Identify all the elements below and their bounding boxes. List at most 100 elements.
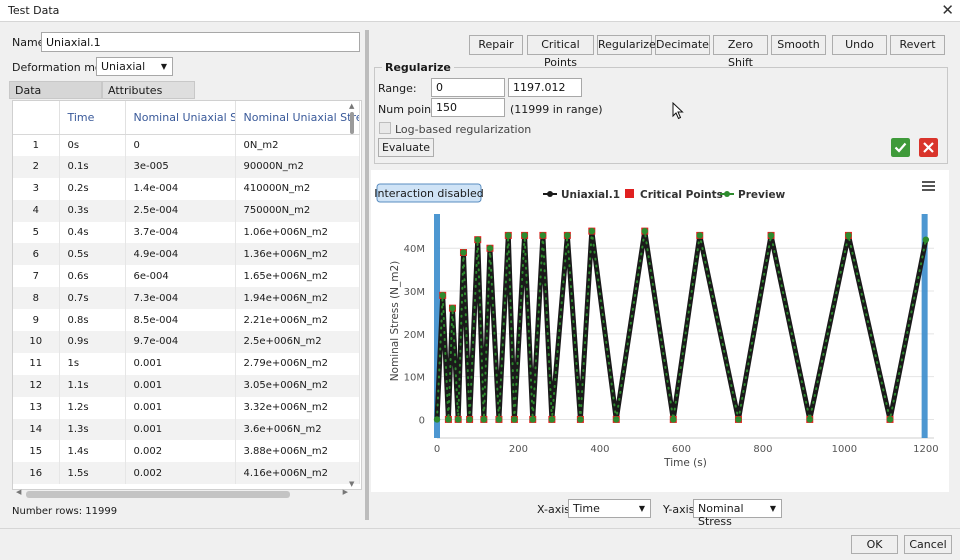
range-min-input[interactable]	[431, 78, 505, 97]
tab-attributes[interactable]: Attributes	[102, 81, 195, 99]
preview-point[interactable]	[696, 232, 703, 239]
revert-button[interactable]: Revert	[890, 35, 945, 55]
preview-point[interactable]	[521, 232, 528, 239]
preview-point[interactable]	[670, 416, 677, 423]
preview-point[interactable]	[548, 416, 556, 423]
preview-point[interactable]	[466, 416, 473, 423]
scroll-up-icon[interactable]: ▲	[349, 102, 355, 110]
preview-point[interactable]	[486, 245, 494, 252]
table-row[interactable]: 11 1s 0.001 2.79e+006N_m2	[13, 352, 360, 375]
panel-splitter[interactable]	[365, 30, 369, 520]
close-icon[interactable]: ✕	[941, 1, 954, 19]
decimate-button[interactable]: Decimate	[655, 35, 710, 55]
series-line-uniaxial[interactable]	[434, 228, 929, 422]
table-row[interactable]: 9 0.8s 8.5e-004 2.21e+006N_m2	[13, 309, 360, 332]
preview-point[interactable]	[474, 236, 481, 243]
preview-point[interactable]	[613, 416, 620, 423]
table-row[interactable]: 8 0.7s 7.3e-004 1.94e+006N_m2	[13, 287, 360, 310]
preview-point[interactable]	[922, 236, 930, 243]
preview-point[interactable]	[505, 232, 512, 239]
x-icon[interactable]	[919, 138, 938, 157]
preview-point[interactable]	[641, 227, 648, 235]
table-horizontal-scrollbar[interactable]: ◀ ▶	[12, 488, 352, 498]
preview-point[interactable]	[480, 416, 488, 423]
preview-point[interactable]	[886, 416, 894, 423]
table-row[interactable]: 12 1.1s 0.001 3.05e+006N_m2	[13, 374, 360, 397]
table-cell-strain: 0.002	[125, 440, 236, 463]
table-row[interactable]: 3 0.2s 1.4e-004 410000N_m2	[13, 177, 360, 200]
preview-point[interactable]	[845, 232, 852, 239]
scroll-thumb[interactable]	[350, 112, 354, 134]
table-row[interactable]: 1 0s 0 0N_m2	[13, 134, 360, 156]
table-cell-time: 0.4s	[59, 221, 126, 244]
legend-label-critical[interactable]: Critical Points	[640, 189, 723, 201]
legend-label-preview[interactable]: Preview	[738, 189, 786, 201]
range-marker-end[interactable]	[921, 214, 928, 438]
num-points-input[interactable]	[431, 98, 505, 117]
table-row[interactable]: 13 1.2s 0.001 3.32e+006N_m2	[13, 396, 360, 419]
preview-point[interactable]	[511, 416, 518, 423]
stress-time-chart[interactable]: 0 10M 20M 30M 40M 0 200 400 600 800 1000 1200 Time (…	[371, 170, 949, 492]
preview-point[interactable]	[433, 416, 441, 423]
zero-shift-button[interactable]: Zero Shift	[713, 35, 768, 69]
cancel-button[interactable]: Cancel	[904, 535, 952, 554]
preview-point[interactable]	[577, 416, 584, 423]
table-cell-time: 0.3s	[59, 199, 126, 222]
evaluate-button[interactable]: Evaluate	[378, 138, 434, 157]
critical-points-button[interactable]: Critical Points	[527, 35, 594, 69]
scroll-right-icon[interactable]: ▶	[342, 488, 348, 496]
column-header-stress[interactable]: Nominal Uniaxial Stress	[235, 101, 360, 135]
check-icon[interactable]	[891, 138, 910, 157]
table-row[interactable]: 6 0.5s 4.9e-004 1.36e+006N_m2	[13, 243, 360, 266]
table-row[interactable]: 5 0.4s 3.7e-004 1.06e+006N_m2	[13, 221, 360, 244]
preview-point[interactable]	[735, 416, 742, 423]
preview-point[interactable]	[449, 304, 456, 312]
y-axis-select[interactable]: Nominal Stress ▼	[693, 499, 782, 528]
preview-point[interactable]	[529, 416, 536, 423]
preview-point[interactable]	[439, 292, 446, 299]
range-marker-start[interactable]	[434, 214, 440, 438]
preview-point[interactable]	[445, 416, 452, 423]
ok-button[interactable]: OK	[851, 535, 898, 554]
range-max-input[interactable]	[508, 78, 582, 97]
column-header-strain[interactable]: Nominal Uniaxial Strain	[125, 101, 236, 135]
range-label: Range:	[378, 82, 417, 95]
tab-data[interactable]: Data	[9, 81, 102, 99]
legend-marker-critical	[625, 189, 634, 198]
preview-point[interactable]	[460, 249, 467, 256]
table-row[interactable]: 2 0.1s 3e-005 90000N_m2	[13, 155, 360, 178]
y-tick-label: 20M	[404, 330, 425, 341]
table-row[interactable]: 16 1.5s 0.002 4.16e+006N_m2	[13, 462, 360, 485]
table-vertical-scrollbar[interactable]: ▲ ▼	[348, 100, 358, 490]
preview-point[interactable]	[495, 416, 503, 423]
scroll-left-icon[interactable]: ◀	[16, 488, 22, 496]
log-regularization-checkbox[interactable]	[379, 122, 391, 134]
table-cell-index: 7	[13, 265, 60, 288]
table-row[interactable]: 7 0.6s 6e-004 1.65e+006N_m2	[13, 265, 360, 288]
column-header-index[interactable]	[13, 101, 60, 135]
preview-point[interactable]	[454, 416, 462, 423]
repair-button[interactable]: Repair	[469, 35, 523, 55]
regularize-button[interactable]: Regularize	[597, 35, 656, 55]
preview-point[interactable]	[564, 232, 571, 239]
name-input[interactable]	[41, 32, 360, 52]
preview-point[interactable]	[767, 232, 775, 239]
table-row[interactable]: 15 1.4s 0.002 3.88e+006N_m2	[13, 440, 360, 463]
hamburger-icon[interactable]	[922, 181, 935, 191]
table-row[interactable]: 14 1.3s 0.001 3.6e+006N_m2	[13, 418, 360, 441]
scroll-thumb-horizontal[interactable]	[26, 491, 290, 498]
legend-label-uniaxial[interactable]: Uniaxial.1	[561, 189, 620, 201]
table-cell-strain: 9.7e-004	[125, 331, 236, 353]
preview-point[interactable]	[806, 416, 813, 423]
undo-button[interactable]: Undo	[832, 35, 887, 55]
table-row[interactable]: 10 0.9s 9.7e-004 2.5e+006N_m2	[13, 331, 360, 353]
x-axis-select[interactable]: Time ▼	[568, 499, 651, 518]
smooth-button[interactable]: Smooth	[771, 35, 826, 55]
deformation-mode-select[interactable]: Uniaxial ▼	[96, 57, 173, 76]
scroll-down-icon[interactable]: ▼	[349, 480, 355, 488]
preview-point[interactable]	[588, 227, 596, 235]
table-row[interactable]: 4 0.3s 2.5e-004 750000N_m2	[13, 199, 360, 222]
column-header-time[interactable]: Time	[59, 101, 126, 135]
series-line-preview[interactable]	[436, 230, 927, 421]
preview-point[interactable]	[539, 232, 547, 239]
